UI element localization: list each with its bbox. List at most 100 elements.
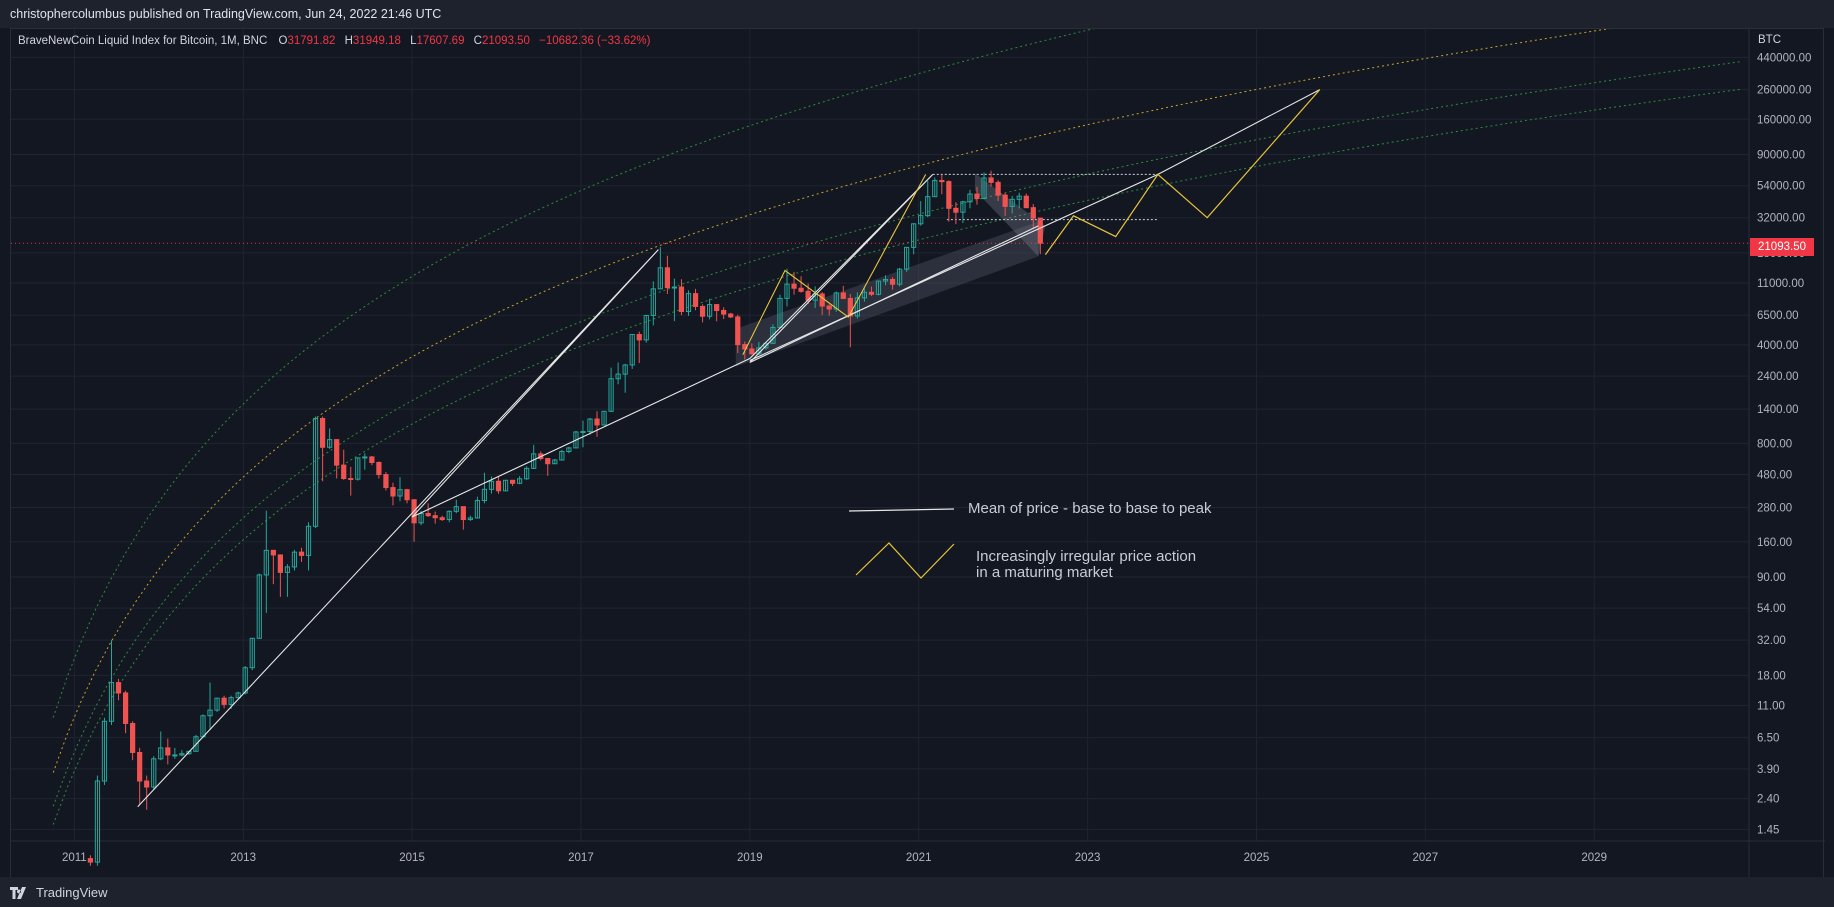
candle-up <box>904 246 910 270</box>
down-channel <box>974 173 1046 257</box>
candle-up <box>763 342 769 349</box>
candle-down <box>791 283 797 289</box>
candle-down <box>714 304 720 311</box>
candle-up <box>94 780 101 863</box>
lower-green-band-1 <box>52 61 1743 807</box>
yellow-line-legend-sample <box>855 542 955 579</box>
candle-down <box>348 478 354 481</box>
candle-down <box>735 316 741 346</box>
candle-down <box>692 293 699 307</box>
candle-up <box>235 692 241 699</box>
candle-up <box>172 754 178 757</box>
candle-up <box>643 314 649 341</box>
x-tick-label: 2021 <box>906 852 932 864</box>
y-tick-label: 6.50 <box>1757 733 1779 745</box>
upper-green-band <box>52 29 1095 718</box>
candle-up <box>397 489 403 497</box>
candle-up <box>629 334 635 366</box>
y-tick-label: 280.00 <box>1757 503 1792 515</box>
y-tick-label: 4000.00 <box>1757 340 1799 352</box>
candle-down <box>749 348 755 355</box>
y-tick-label: 1.45 <box>1757 824 1779 836</box>
candle-up <box>101 720 108 782</box>
candle-down <box>889 279 896 285</box>
candle-up <box>193 736 199 752</box>
x-tick-label: 2017 <box>568 852 594 864</box>
candle-up <box>502 479 509 492</box>
x-tick-label: 2027 <box>1413 852 1439 864</box>
candle-down <box>165 747 171 756</box>
mean-price-line-0 <box>137 174 1039 808</box>
x-tick-label: 2025 <box>1244 852 1270 864</box>
open-value: O31791.82 <box>278 35 335 47</box>
high-value: H31949.18 <box>345 35 401 47</box>
accumulation-channel <box>735 221 1039 367</box>
candle-up <box>657 267 663 290</box>
candle-up <box>875 280 882 295</box>
candle-down <box>130 722 136 754</box>
close-value: C21093.50 <box>474 35 530 47</box>
candle-up <box>446 510 452 521</box>
yellow-line-label-1: Increasingly irregular price action <box>976 548 1197 565</box>
y-tick-label: 2.40 <box>1757 794 1779 806</box>
x-tick-label: 2019 <box>737 852 763 864</box>
chart-frame[interactable]: 440000.00 260000.00 160000.00 90000.00 54000… <box>10 28 1825 885</box>
publish-header: christophercolumbus published on Trading… <box>0 0 1834 28</box>
y-tick-label: 1400.00 <box>1757 404 1799 416</box>
candle-up <box>833 292 839 310</box>
high-key: H <box>344 35 353 47</box>
candle-up <box>524 467 530 480</box>
candle-up <box>587 418 593 433</box>
symbol-label[interactable]: BraveNewCoin Liquid Index for Bitcoin, 1… <box>18 35 268 47</box>
yellow-early-path <box>742 174 927 356</box>
candle-up <box>284 566 291 573</box>
y-tick-label: 90.00 <box>1757 572 1786 584</box>
y-tick-label: 54.00 <box>1757 603 1786 615</box>
candle-down <box>319 418 326 448</box>
candle-down <box>798 287 804 292</box>
candle-up <box>932 179 938 198</box>
candle-up <box>573 431 579 449</box>
candle-down <box>840 292 846 299</box>
candle-up <box>488 480 495 490</box>
candle-up <box>151 758 157 788</box>
candle-down <box>678 286 685 313</box>
y-tick-label: 160000.00 <box>1757 114 1811 126</box>
y-tick-label: 2400.00 <box>1757 371 1799 383</box>
footer-bar: TradingView <box>0 877 1834 907</box>
candle-up <box>207 709 213 717</box>
candle-down <box>369 456 375 463</box>
lower-green-band-2 <box>52 88 1743 825</box>
candle-up <box>242 667 248 694</box>
candle-down <box>144 780 150 788</box>
y-tick-label: 54000.00 <box>1757 181 1805 193</box>
candle-down <box>826 305 832 310</box>
candle-down <box>341 464 347 480</box>
candle-up <box>566 447 572 452</box>
candle-up <box>918 215 924 225</box>
candle-up <box>896 268 903 285</box>
candle-down <box>404 489 410 501</box>
candle-down <box>439 517 445 521</box>
candle-up <box>517 478 523 484</box>
candle-down <box>939 179 945 183</box>
candle-down <box>425 512 431 517</box>
y-tick-label: 260000.00 <box>1757 85 1811 97</box>
yellow-line-label-2: in a maturing market <box>976 564 1113 581</box>
candle-up <box>1009 198 1015 207</box>
candle-up <box>770 326 776 344</box>
candle-up <box>256 574 262 639</box>
tradingview-logo[interactable]: TradingView <box>10 885 108 900</box>
candle-up <box>960 201 966 213</box>
candle-up <box>882 279 889 282</box>
candle-up <box>911 223 917 248</box>
candle-down <box>122 692 129 724</box>
candle-up <box>263 549 269 576</box>
candle-up <box>291 551 298 568</box>
chart-canvas[interactable]: 440000.00 260000.00 160000.00 90000.00 54000… <box>11 29 1825 885</box>
candle-down <box>974 193 980 200</box>
candle-up <box>312 418 319 527</box>
change-value: −10682.36 (−33.62%) <box>539 35 651 47</box>
close-key: C <box>473 35 482 47</box>
candle-down <box>594 418 600 426</box>
